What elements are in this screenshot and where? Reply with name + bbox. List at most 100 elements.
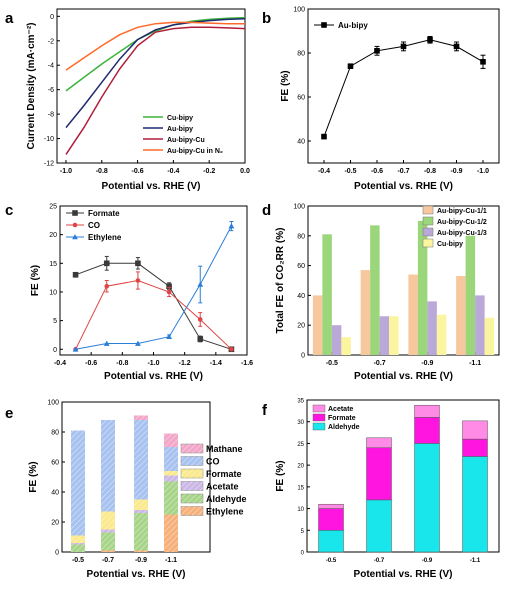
bar-segment <box>462 420 488 440</box>
legend-label: Au-bipy-Cu-1/3 <box>437 230 487 237</box>
legend-swatch <box>422 227 434 237</box>
y-tick-label: 15 <box>49 261 57 268</box>
data-point <box>72 222 78 228</box>
y-tick-label: 80 <box>297 233 305 240</box>
bar-segment <box>366 499 392 553</box>
y-tick-label: 0 <box>301 353 305 360</box>
y-tick-label: 60 <box>297 263 305 270</box>
series-line <box>65 26 246 155</box>
x-tick-label: -0.9 <box>421 360 433 367</box>
panel-e-chart: e 0 20 40 60 80 100 Potential vs. RHE (V) FE (%)… <box>5 400 247 581</box>
plot-frame <box>307 205 500 356</box>
panel-f-chart: f 0 5 10 15 20 25 30 35 Potential vs. RHE (V) FE (… <box>262 399 500 580</box>
x-tick-label: -0.7 <box>374 360 386 367</box>
legend-label: Acetate <box>206 482 239 492</box>
x-tick-label: -0.8 <box>424 168 436 175</box>
series-line <box>75 225 232 350</box>
bar-hatch <box>101 529 115 533</box>
y-tick-label: 80 <box>51 430 59 437</box>
panel-c-chart: c 0 5 10 15 20 25 -0.4 -0.6 -0.8 -1.0 -1.2 -1.4 -1.6 P… <box>5 202 253 382</box>
legend-hatch <box>181 444 203 453</box>
legend-swatch <box>422 238 434 248</box>
data-point <box>135 340 141 346</box>
bar-segment <box>462 438 488 457</box>
y-tick-label: 20 <box>49 232 57 239</box>
legend-label: Au-bipy <box>167 126 193 133</box>
x-tick-label: -1.6 <box>241 360 253 367</box>
data-point <box>166 333 172 339</box>
panel-b-chart: b 40 60 80 100 -0.4 -0.5 -0.6 -0.7 -0.8 -0.9 -1.0 Po… <box>262 7 500 192</box>
bar <box>475 295 485 355</box>
legend-label: Cu-bipy <box>437 241 463 248</box>
y-tick-label: 20 <box>51 520 59 527</box>
legend-swatch <box>312 413 326 422</box>
x-tick-label: -1.0 <box>477 168 489 175</box>
y-tick-label: 5 <box>301 529 305 535</box>
series-line <box>65 16 246 92</box>
panel-a-chart: a 0 -2 -4 -6 -8 -10 -12 -1.0 -0.8 -0.6 -0.4 -0.2 0.0 P… <box>5 8 250 192</box>
bar <box>484 317 495 355</box>
y-tick-label: 0 <box>55 550 59 557</box>
y-tick-label: 10 <box>49 289 57 296</box>
bar-hatch <box>71 543 85 545</box>
x-axis-label: Potential vs. RHE (V) <box>354 371 453 382</box>
data-point <box>197 336 204 342</box>
bar-hatch <box>134 415 148 420</box>
legend-swatch <box>312 404 326 413</box>
legend-label: Ethylene <box>88 233 122 242</box>
legend-label: Aldehyde <box>328 424 360 431</box>
y-tick-label: 0 <box>53 347 57 354</box>
bar-hatch <box>101 511 115 530</box>
y-tick-label: 30 <box>297 420 304 426</box>
legend-label: Aldehyde <box>206 494 247 504</box>
panel-letter: d <box>262 202 271 219</box>
data-point <box>72 271 79 278</box>
bar <box>456 276 466 355</box>
y-tick-label: 60 <box>51 460 59 467</box>
bar-segment <box>318 530 344 553</box>
bar-segment <box>318 503 344 509</box>
data-point <box>72 234 78 240</box>
bar <box>370 225 380 355</box>
bar <box>465 235 476 355</box>
legend-hatch <box>181 506 203 516</box>
x-axis-label: Potential vs. RHE (V) <box>87 569 186 580</box>
legend-label: Au-bipy-Cu <box>167 137 205 144</box>
legend-label: Au-bipy-Cu-1/2 <box>437 219 487 226</box>
legend-label: Formate <box>206 469 242 479</box>
x-axis-label: Potential vs. RHE (V) <box>354 569 453 580</box>
bar-hatch <box>71 535 85 543</box>
y-tick-label: -8 <box>48 112 54 119</box>
bar <box>379 316 390 355</box>
y-tick-label: 15 <box>297 485 304 491</box>
x-tick-label: -0.7 <box>397 168 409 175</box>
panel-letter: e <box>5 405 13 422</box>
data-point <box>135 260 141 267</box>
bar <box>312 295 323 355</box>
x-tick-label: -0.9 <box>135 557 147 564</box>
bar-hatch <box>101 550 115 552</box>
bar <box>389 316 399 355</box>
x-axis-label: Potential vs. RHE (V) <box>104 371 203 382</box>
x-tick-label: -1.0 <box>60 168 72 175</box>
y-tick-label: 40 <box>51 490 59 497</box>
y-tick-label: 40 <box>297 293 305 300</box>
x-tick-label: 0.0 <box>240 168 250 175</box>
bar-hatch <box>134 513 148 551</box>
legend-label: Au-bipy-Cu in N₂ <box>167 148 223 155</box>
bar <box>408 274 418 355</box>
data-point <box>480 59 486 65</box>
bar-hatch <box>164 433 178 447</box>
bar <box>341 337 351 355</box>
y-tick-label: 25 <box>49 204 57 211</box>
bar <box>417 220 428 355</box>
bar <box>322 234 332 355</box>
legend-label: Au-bipy-Cu-1/1 <box>437 208 487 215</box>
bar-hatch <box>71 430 85 536</box>
y-tick-label: 40 <box>297 139 305 146</box>
data-point <box>374 48 380 54</box>
bar-segment <box>414 404 440 418</box>
bar-segment <box>462 456 488 553</box>
legend-swatch <box>422 216 434 226</box>
bar-segment <box>414 443 440 553</box>
